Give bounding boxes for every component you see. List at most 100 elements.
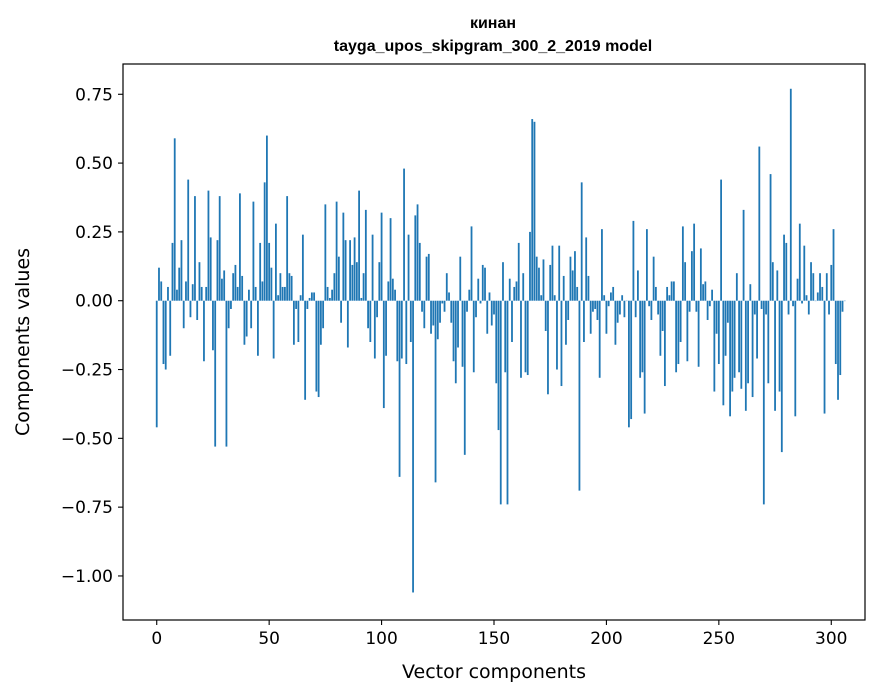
bar (207, 190, 210, 301)
bar (771, 262, 774, 301)
bar (812, 273, 815, 301)
bar (385, 300, 387, 356)
bar (526, 300, 529, 376)
y-tick-label: −0.50 (61, 429, 113, 449)
bar (538, 267, 540, 301)
bar (457, 300, 459, 348)
bar (470, 226, 473, 301)
bar (261, 281, 264, 301)
bar (319, 300, 322, 345)
bar (529, 231, 531, 301)
bar (333, 273, 336, 301)
bar (679, 300, 682, 342)
bar (663, 300, 666, 387)
bar (290, 275, 293, 301)
bar (176, 289, 178, 301)
bar (461, 300, 464, 367)
bar (508, 278, 511, 301)
bar (313, 292, 316, 301)
bar (484, 267, 486, 301)
bar (666, 286, 669, 301)
bar (726, 300, 729, 323)
bar (731, 300, 734, 392)
bar (499, 300, 502, 505)
bar (565, 300, 567, 345)
bar (450, 300, 453, 323)
bar (756, 300, 758, 359)
bar (632, 220, 635, 301)
bar (805, 295, 808, 301)
bar (324, 204, 327, 301)
bar (646, 229, 648, 301)
bar (394, 289, 396, 301)
bar (787, 300, 790, 315)
bar (205, 286, 208, 301)
bar (783, 234, 785, 301)
bar (598, 300, 601, 378)
bar (243, 300, 246, 345)
bar (295, 300, 298, 309)
bar (767, 300, 770, 384)
bar (421, 300, 423, 312)
bar (389, 218, 392, 301)
bar (200, 286, 203, 301)
bar (628, 300, 630, 428)
bar (823, 300, 826, 414)
bar (699, 248, 702, 301)
bar (335, 201, 338, 301)
bar (322, 300, 325, 329)
bar (459, 256, 462, 301)
bar (578, 300, 581, 491)
bar (241, 275, 244, 301)
bar (677, 300, 680, 365)
bar (533, 121, 536, 301)
bar (722, 300, 725, 406)
y-tick-label: −0.25 (61, 361, 113, 381)
bar (283, 286, 286, 301)
bar (583, 300, 585, 342)
bar (587, 275, 590, 301)
bar (252, 201, 255, 301)
bar (657, 300, 660, 315)
bar (317, 300, 320, 398)
bar (430, 300, 432, 334)
bar (277, 295, 280, 301)
bar (367, 300, 369, 329)
bar (346, 300, 349, 348)
bar (286, 196, 289, 301)
bar (794, 300, 797, 417)
bar (454, 300, 457, 384)
x-tick-label: 100 (365, 629, 397, 649)
bar (702, 284, 705, 301)
bar (684, 262, 687, 301)
bar (717, 300, 720, 365)
bar (409, 300, 412, 342)
bar (672, 281, 675, 301)
bar (713, 300, 716, 392)
bar (403, 168, 405, 301)
bar (376, 300, 378, 318)
bar (511, 300, 513, 342)
bar (798, 223, 801, 301)
bar (391, 278, 394, 301)
bar (326, 286, 329, 301)
bar (167, 286, 169, 301)
bar (355, 262, 358, 301)
bar (650, 300, 653, 320)
bar (623, 300, 626, 318)
bar (218, 196, 221, 301)
bar (567, 300, 570, 320)
bar (234, 264, 237, 301)
bar (762, 300, 765, 505)
bar (158, 267, 160, 301)
bar (212, 300, 214, 351)
bar (169, 300, 172, 356)
bar (331, 289, 334, 301)
bar (619, 300, 621, 315)
bar (592, 300, 594, 312)
bar (670, 281, 673, 301)
bar (378, 262, 381, 301)
bar (612, 286, 615, 301)
bar (769, 174, 772, 301)
